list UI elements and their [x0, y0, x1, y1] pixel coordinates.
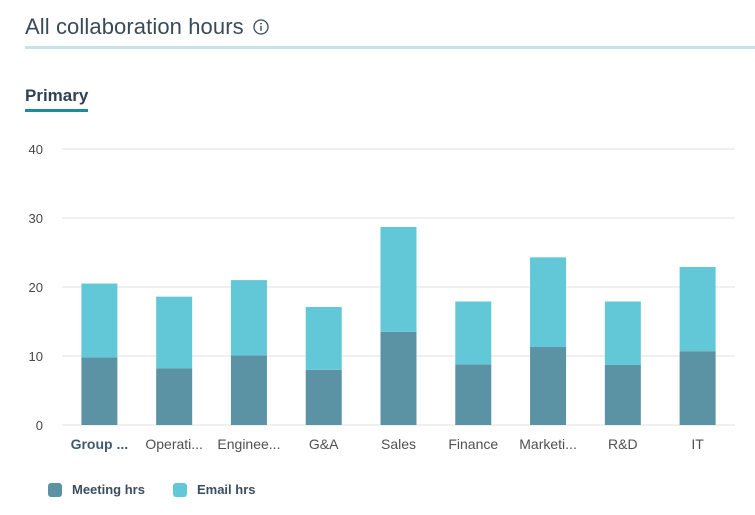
bar-segment-meeting [156, 368, 193, 425]
bar-segment-email [380, 226, 417, 332]
bar-segment-email [156, 296, 193, 369]
y-tick-label: 10 [29, 349, 43, 364]
legend-swatch-meeting [48, 482, 62, 497]
bar-segment-email [305, 307, 342, 370]
x-tick-label: Operati... [145, 436, 203, 452]
bar-segment-meeting [679, 351, 716, 425]
bar-segment-meeting [380, 331, 417, 425]
page-title: All collaboration hours [25, 14, 244, 39]
bar-segment-meeting [530, 347, 567, 425]
chart-header: All collaboration hours [25, 14, 269, 40]
x-tick-label: IT [691, 436, 704, 452]
y-tick-label: 30 [29, 211, 43, 226]
legend-item-email[interactable]: Email hrs [172, 482, 256, 497]
y-tick-label: 40 [29, 142, 43, 157]
stacked-bar-chart: 0 10 20 30 40 Group ... Operati... Enginee... G&… [29, 142, 735, 452]
x-tick-label: Enginee... [217, 436, 280, 452]
info-icon[interactable] [253, 19, 269, 35]
bar-segment-meeting [230, 355, 267, 425]
bar-segment-meeting [455, 364, 492, 425]
bar-segment-email [455, 301, 492, 365]
bar-segment-email [230, 280, 267, 356]
legend-label-email: Email hrs [196, 482, 256, 497]
legend-item-meeting[interactable]: Meeting hrs [48, 482, 145, 497]
y-tick-label: 20 [29, 280, 43, 295]
bar-segment-email [604, 301, 641, 365]
header-divider [25, 46, 755, 49]
legend-swatch-email [172, 482, 187, 497]
x-tick-label: Sales [381, 436, 416, 452]
bar-segment-meeting [81, 357, 118, 425]
tab-primary-label: Primary [25, 86, 89, 112]
x-tick-label: Finance [448, 436, 498, 452]
x-tick-label: R&D [608, 436, 638, 452]
bar-segment-meeting [305, 369, 342, 425]
x-tick-label: Marketi... [519, 436, 577, 452]
bar-segment-email [530, 257, 567, 348]
bar-segment-meeting [604, 364, 641, 425]
x-tick-label: G&A [309, 436, 339, 452]
x-tick-label: Group ... [71, 436, 129, 452]
bar-segment-email [679, 266, 716, 352]
chart-legend: Meeting hrs Email hrs [48, 482, 284, 497]
legend-label-meeting: Meeting hrs [72, 482, 145, 497]
bar-segment-email [81, 283, 118, 358]
tab-primary[interactable]: Primary [25, 86, 89, 112]
y-tick-label: 0 [36, 418, 43, 433]
